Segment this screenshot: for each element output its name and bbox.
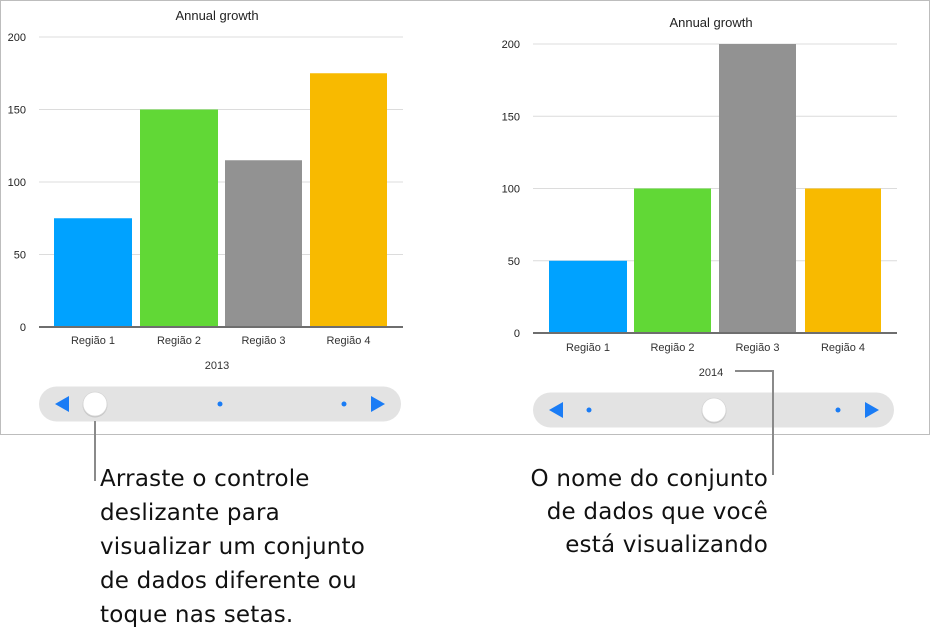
bar-regiao-1 [54,218,132,327]
bar-regiao-1 [549,260,627,333]
y-tick-label: 100 [8,177,26,189]
y-tick-label: 50 [508,256,520,268]
x-tick-label: Região 2 [157,335,201,347]
y-tick-label: 200 [502,39,520,51]
x-tick-label: Região 2 [650,342,694,354]
callout-slider-text: Arraste o controle deslizante para visua… [100,462,365,632]
previous-arrow-icon[interactable] [55,396,69,412]
chart-2013: Annual growth 0 50 100 150 200 Região 1 Região … [8,8,403,422]
callout-line: está visualizando [565,532,768,558]
callout-line: O nome do conjunto [530,466,768,492]
dataset-slider[interactable] [39,386,401,422]
bar-regiao-3 [719,44,796,333]
y-tick-label: 200 [8,32,26,44]
callout-line: toque nas setas. [100,602,294,628]
dataset-dot[interactable] [586,407,592,413]
slider-thumb[interactable] [82,391,108,417]
x-tick-label: Região 1 [566,342,610,354]
y-tick-label: 150 [502,111,520,123]
bar-regiao-2 [140,109,218,327]
callout-line: Arraste o controle [100,466,310,492]
x-tick-label: Região 3 [735,342,779,354]
bar-regiao-3 [225,160,302,327]
dataset-dot[interactable] [835,407,841,413]
x-tick-label: Região 3 [241,335,285,347]
chart-title: Annual growth [669,15,752,30]
dataset-dot[interactable] [341,401,347,407]
callout-line: de dados que você [546,499,768,525]
dataset-slider[interactable] [533,392,894,428]
chart-title: Annual growth [175,8,258,23]
callout-dataset-text: O nome do conjunto de dados que você est… [531,463,768,562]
bar-regiao-4 [805,188,881,333]
callout-line: deslizante para [100,500,280,526]
dataset-name-label: 2013 [205,360,229,372]
y-tick-label: 0 [20,322,26,334]
x-tick-label: Região 4 [821,342,865,354]
dataset-dot[interactable] [217,401,223,407]
dataset-name-label: 2014 [699,367,723,379]
bar-regiao-4 [310,73,387,327]
y-tick-label: 150 [8,105,26,117]
chart-2014: Annual growth 0 50 100 150 200 Região 1 Região … [502,15,897,428]
y-tick-label: 50 [14,250,26,262]
x-tick-label: Região 1 [71,335,115,347]
y-tick-label: 100 [502,184,520,196]
bar-regiao-2 [634,188,711,333]
y-tick-label: 0 [514,328,520,340]
callout-line-dataset-name [735,370,774,475]
x-tick-label: Região 4 [326,335,370,347]
next-arrow-icon[interactable] [865,402,879,418]
slider-thumb[interactable] [701,397,727,423]
callout-line: de dados diferente ou [100,568,357,594]
next-arrow-icon[interactable] [371,396,385,412]
callout-line: visualizar um conjunto [100,534,365,560]
previous-arrow-icon[interactable] [549,402,563,418]
